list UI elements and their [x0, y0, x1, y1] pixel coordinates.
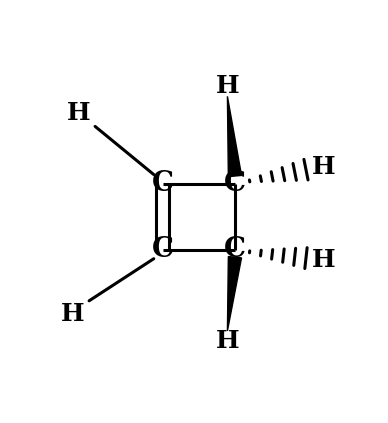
- Text: H: H: [312, 155, 336, 179]
- Text: H: H: [216, 74, 239, 98]
- Polygon shape: [227, 256, 241, 331]
- Text: H: H: [67, 101, 90, 125]
- Text: H: H: [312, 248, 336, 272]
- Text: H: H: [216, 330, 239, 353]
- Text: H: H: [61, 302, 84, 327]
- Text: C: C: [224, 236, 246, 263]
- Polygon shape: [227, 96, 241, 177]
- Text: C: C: [224, 170, 246, 197]
- Text: C: C: [152, 236, 174, 263]
- Text: C: C: [152, 170, 174, 197]
